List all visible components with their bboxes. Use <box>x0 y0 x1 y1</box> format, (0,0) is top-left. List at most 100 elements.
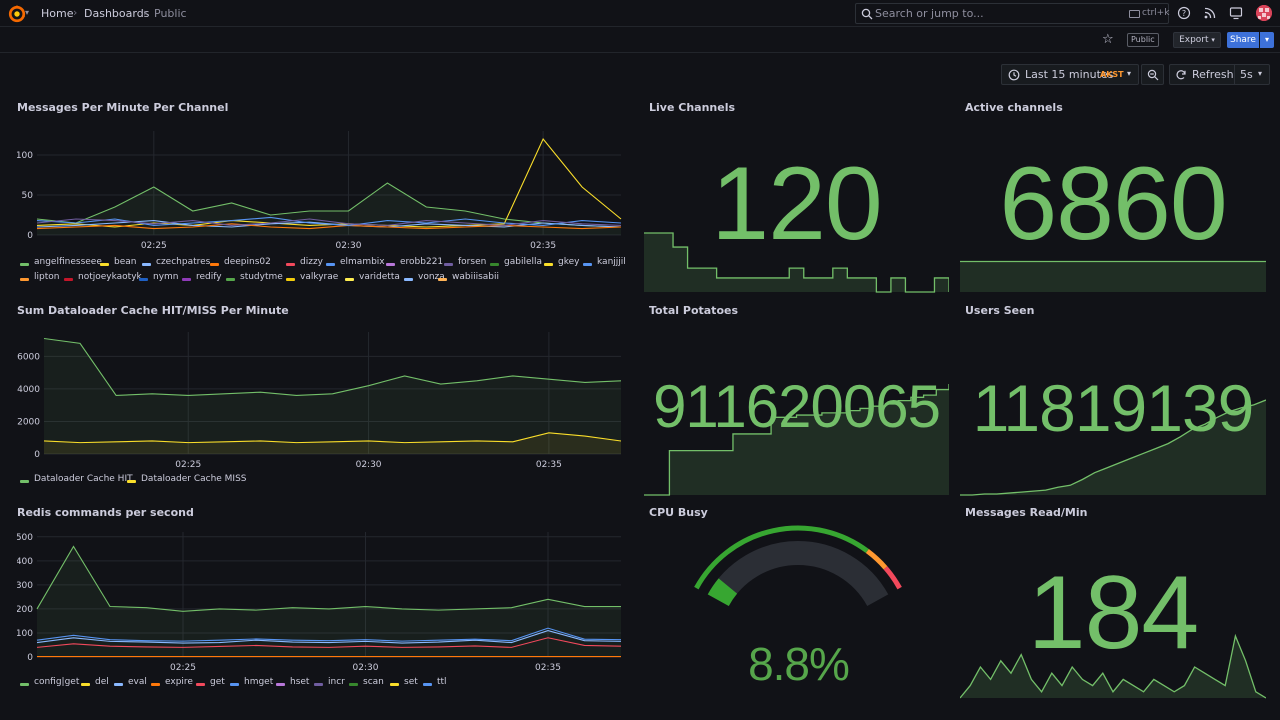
panel-total-potatoes[interactable]: Total Potatoes 911620065 <box>644 304 949 496</box>
legend-swatch <box>20 263 29 266</box>
share-button[interactable]: Share <box>1227 32 1259 48</box>
dashboard-toolbar: ☆ Public Export ▾ Share ▾ <box>0 27 1280 53</box>
panel-title: Total Potatoes <box>649 304 739 317</box>
svg-text:?: ? <box>1182 9 1186 18</box>
sparkline-area <box>644 233 949 292</box>
panel-title: Redis commands per second <box>17 506 194 519</box>
redis-commands-chart[interactable]: 0 100 200 300 400 500 02:25 02:30 02:35 <box>17 506 629 676</box>
series-line-Dataloader Cache MISS <box>43 432 622 444</box>
legend-swatch <box>64 278 73 281</box>
refresh-picker[interactable]: Refresh 5s ▾ <box>1169 64 1270 85</box>
sparkline-area <box>960 636 1266 698</box>
series-line-eval <box>36 629 622 644</box>
panel-cache-hit-miss[interactable]: Sum Dataloader Cache HIT/MISS Per Minute… <box>17 304 629 494</box>
panel-messages-per-minute[interactable]: Messages Per Minute Per Channel 0 50 100 02… <box>17 101 629 291</box>
legend-swatch <box>390 683 399 686</box>
legend-label: set <box>404 677 418 687</box>
gauge-value: 8.8% <box>748 638 850 690</box>
refresh-interval[interactable]: 5s <box>1240 68 1253 81</box>
cache-hit-miss-chart[interactable]: 0 2000 4000 6000 02:25 02:30 02:35 <box>17 304 629 474</box>
sparkline-area <box>644 384 949 495</box>
total-potatoes-sparkline <box>644 384 949 496</box>
legend-label: angelfinesseee <box>34 257 102 267</box>
time-range-picker[interactable]: Last 15 minutes AKST ▾ <box>1001 64 1139 85</box>
sparkline-line <box>644 232 949 293</box>
panel-users-seen[interactable]: Users Seen 11819139 <box>960 304 1266 496</box>
help-icon[interactable]: ? <box>1177 6 1191 20</box>
legend-label: ttl <box>437 677 447 687</box>
gauge-threshold-orange <box>865 549 888 570</box>
legend-swatch <box>438 278 447 281</box>
legend-swatch <box>286 278 295 281</box>
x-tick-label: 02:25 <box>175 460 201 470</box>
search-input[interactable]: Search or jump to... ctrl+k <box>855 3 1169 24</box>
refresh-divider <box>1234 65 1235 84</box>
sparkline-area <box>960 261 1266 292</box>
panel-title: Messages Per Minute Per Channel <box>17 101 229 114</box>
sparkline-line <box>644 384 949 496</box>
legend-label: wabiiisabii <box>452 272 500 282</box>
legend-label: kanjjjil <box>597 257 626 267</box>
star-icon[interactable]: ☆ <box>1102 32 1114 47</box>
legend-swatch <box>404 278 413 281</box>
stat-value: 6860 <box>999 146 1227 262</box>
breadcrumb-dashboards[interactable]: Dashboards <box>84 7 150 20</box>
user-avatar[interactable] <box>1256 5 1272 21</box>
series-area-config|get <box>37 546 621 657</box>
series-area-angelfinesseee <box>37 183 621 235</box>
grafana-logo-icon[interactable] <box>8 5 26 23</box>
logo-chevron-down-icon[interactable]: ▾ <box>25 8 30 17</box>
users-seen-sparkline <box>960 399 1266 496</box>
legend-label: elmambix <box>340 257 385 267</box>
legend-label: studytme <box>240 272 283 282</box>
legend-label: hmget <box>244 677 274 687</box>
series-line-config|get <box>36 545 621 612</box>
breadcrumb-home[interactable]: Home <box>41 7 74 20</box>
kiosk-monitor-icon[interactable] <box>1229 6 1243 20</box>
news-rss-icon[interactable] <box>1203 6 1217 20</box>
search-icon <box>861 8 873 20</box>
share-dropdown-chevron-icon[interactable]: ▾ <box>1260 32 1274 48</box>
series-line-hmget <box>36 627 622 642</box>
export-button[interactable]: Export ▾ <box>1173 32 1221 48</box>
y-tick-label: 0 <box>27 653 33 663</box>
panel-active-channels[interactable]: Active channels 6860 <box>960 101 1266 293</box>
legend-label: get <box>210 677 225 687</box>
legend-swatch <box>386 263 395 266</box>
export-label: Export <box>1179 35 1209 45</box>
legend-swatch <box>151 683 160 686</box>
stat-value: 120 <box>711 146 883 262</box>
stat-value: 184 <box>1027 555 1200 671</box>
legend-label: vonza <box>418 272 445 282</box>
chart-legend: config|get del eval expire get hmget hset incr s… <box>20 677 628 693</box>
panel-live-channels[interactable]: Live Channels 120 <box>644 101 949 293</box>
legend-label: Dataloader Cache HIT <box>34 474 133 484</box>
chart-legend: Dataloader Cache HIT Dataloader Cache MIS… <box>20 474 628 490</box>
messages-per-minute-chart[interactable]: 0 50 100 02:25 02:30 02:35 <box>17 101 629 251</box>
legend-swatch <box>349 683 358 686</box>
zoom-out-button[interactable] <box>1141 64 1164 85</box>
legend-swatch <box>210 263 219 266</box>
legend-swatch <box>114 683 123 686</box>
legend-swatch <box>444 263 453 266</box>
series-line-deepins02 <box>36 223 622 230</box>
series-line-forsen <box>36 218 622 226</box>
panel-redis-commands[interactable]: Redis commands per second 0 100 200 300 400 5… <box>17 506 629 698</box>
legend-label: gabilella <box>504 257 542 267</box>
breadcrumb-separator-icon: › <box>143 6 148 19</box>
panel-messages-read[interactable]: Messages Read/Min 184 <box>960 506 1266 700</box>
gauge-track <box>707 541 889 607</box>
legend-label: forsen <box>458 257 487 267</box>
panel-cpu-busy[interactable]: CPU Busy 8.8% <box>644 506 949 700</box>
live-channels-sparkline <box>644 232 949 293</box>
refresh-button[interactable]: Refresh <box>1192 68 1234 81</box>
chevron-down-icon: ▾ <box>1127 69 1132 78</box>
legend-label: expire <box>165 677 193 687</box>
legend-swatch <box>100 263 109 266</box>
legend-label: bean <box>114 257 137 267</box>
legend-label: valkyrae <box>300 272 339 282</box>
y-tick-label: 0 <box>27 231 33 241</box>
stat-value: 11819139 <box>972 371 1255 445</box>
y-tick-label: 4000 <box>17 385 40 395</box>
breadcrumb-current: Public <box>154 7 187 20</box>
